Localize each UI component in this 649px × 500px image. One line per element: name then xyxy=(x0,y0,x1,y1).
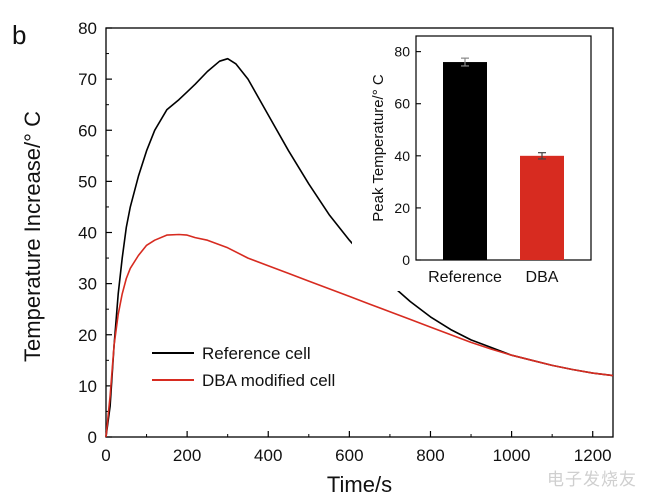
main-x-tick-label: 400 xyxy=(254,446,282,465)
inset-bars-group: Reference DBA xyxy=(428,57,564,286)
main-x-tick-label: 0 xyxy=(101,446,110,465)
panel-label: b xyxy=(12,20,26,50)
inset-y-tick-label: 60 xyxy=(394,96,410,112)
main-x-tick-label: 1200 xyxy=(574,446,612,465)
inset-bar-dba xyxy=(520,155,564,260)
main-y-tick-label: 60 xyxy=(78,121,97,140)
main-y-tick-label: 30 xyxy=(78,275,97,294)
main-y-axis: 0 10 20 30 40 50 60 70 80 xyxy=(78,19,112,447)
legend-label: Reference cell xyxy=(202,344,311,363)
main-y-axis-label: Temperature Increase/° C xyxy=(20,111,45,362)
main-x-tick-label: 800 xyxy=(416,446,444,465)
series-line-dba-modified-cell xyxy=(105,233,614,438)
inset-bar-reference xyxy=(443,62,487,261)
main-series-group xyxy=(105,57,614,438)
inset-y-tick-label: 0 xyxy=(402,252,410,268)
watermark-text: 电子发烧友 xyxy=(547,470,637,490)
main-x-tick-label: 200 xyxy=(173,446,201,465)
inset-plot-frame xyxy=(415,35,592,261)
main-y-tick-label: 10 xyxy=(78,377,97,396)
inset-y-axis-label: Peak Temperature/° C xyxy=(370,74,387,222)
inset-plot: 0 20 40 60 80 Reference DBA Peak Temperature/… xyxy=(352,35,595,291)
main-y-tick-label: 70 xyxy=(78,70,97,89)
main-x-axis: 0 200 400 600 800 1000 1200 xyxy=(101,431,612,465)
main-x-axis-label: Time/s xyxy=(327,472,392,497)
inset-x-tick-label: Reference xyxy=(428,269,502,286)
inset-y-tick-label: 20 xyxy=(394,200,410,216)
main-y-tick-label: 0 xyxy=(88,428,97,447)
inset-y-axis: 0 20 40 60 80 xyxy=(394,44,421,268)
inset-y-tick-label: 40 xyxy=(394,148,410,164)
main-x-tick-label: 600 xyxy=(335,446,363,465)
inset-y-tick-label: 80 xyxy=(394,44,410,60)
series-line-reference-cell xyxy=(105,57,614,438)
main-y-tick-label: 80 xyxy=(78,19,97,38)
main-y-tick-label: 50 xyxy=(78,172,97,191)
main-y-tick-label: 20 xyxy=(78,326,97,345)
inset-x-tick-label: DBA xyxy=(526,269,559,286)
main-x-tick-label: 1000 xyxy=(493,446,531,465)
main-y-tick-label: 40 xyxy=(78,224,97,243)
legend: Reference cell DBA modified cell xyxy=(152,344,335,390)
legend-label: DBA modified cell xyxy=(202,371,335,390)
